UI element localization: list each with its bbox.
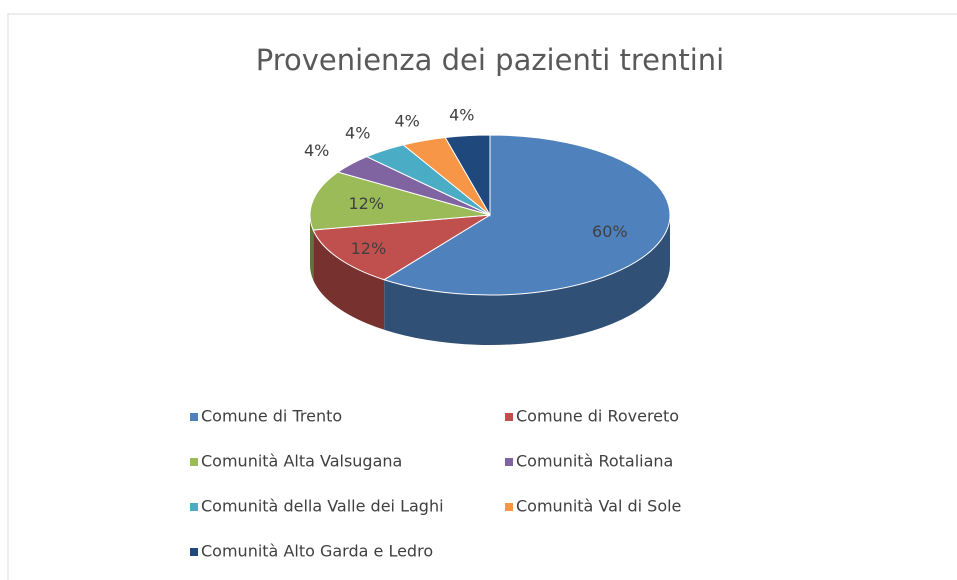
slice-side bbox=[384, 215, 670, 345]
slice bbox=[309, 171, 491, 231]
data-label: 60% bbox=[592, 222, 628, 241]
legend-label: Comunità Alto Garda e Ledro bbox=[201, 542, 433, 561]
legend-swatch bbox=[190, 503, 198, 511]
legend-swatch bbox=[505, 458, 513, 466]
slice bbox=[444, 134, 491, 217]
data-label: 12% bbox=[348, 194, 384, 213]
legend-label: Comunità Alta Valsugana bbox=[201, 452, 402, 471]
data-label: 4% bbox=[394, 112, 419, 131]
legend-swatch bbox=[190, 458, 198, 466]
data-label: 4% bbox=[345, 124, 370, 143]
legend-swatch bbox=[190, 548, 198, 556]
chart-title: Provenienza dei pazienti trentini bbox=[256, 43, 724, 77]
slice-side bbox=[313, 229, 385, 330]
slice-side bbox=[310, 215, 314, 280]
legend-swatch bbox=[505, 503, 513, 511]
legend-label: Comune di Trento bbox=[201, 407, 342, 426]
legend-label: Comunità Val di Sole bbox=[516, 497, 681, 516]
data-label: 12% bbox=[351, 239, 387, 258]
slice bbox=[312, 214, 491, 281]
slice bbox=[383, 134, 671, 296]
legend-swatch bbox=[505, 413, 513, 421]
legend-label: Comunità della Valle dei Laghi bbox=[201, 497, 444, 516]
data-label: 4% bbox=[449, 105, 474, 124]
data-label: 4% bbox=[304, 141, 329, 160]
chart-border bbox=[7, 13, 957, 580]
legend-swatch bbox=[190, 413, 198, 421]
legend-label: Comune di Rovereto bbox=[516, 407, 679, 426]
legend-label: Comunità Rotaliana bbox=[516, 452, 673, 471]
